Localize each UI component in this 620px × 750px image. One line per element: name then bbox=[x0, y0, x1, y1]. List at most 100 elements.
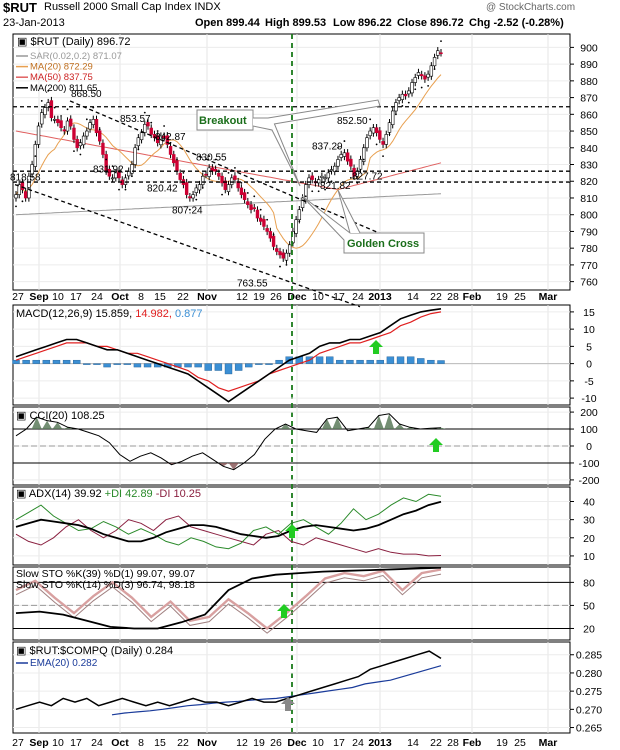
price-annotation: 821.82 bbox=[320, 181, 351, 192]
sar-dot bbox=[324, 188, 326, 191]
candle-body bbox=[226, 184, 231, 192]
x-axis-top-tick-label: 19 bbox=[496, 291, 508, 303]
sar-dot bbox=[349, 176, 352, 179]
candle-body bbox=[188, 196, 192, 199]
macd-histogram-bar bbox=[204, 363, 212, 371]
candle-body bbox=[268, 231, 273, 239]
x-axis-bottom-tick-label: 24 bbox=[352, 737, 364, 749]
plus-di-line bbox=[15, 493, 442, 550]
x-axis-top-tick-label: 8 bbox=[138, 291, 144, 303]
y-tick-label: 790 bbox=[580, 226, 598, 238]
candle-body bbox=[333, 165, 337, 172]
y-tick-label: 0.275 bbox=[576, 686, 602, 698]
candle-body bbox=[165, 135, 170, 145]
ema20-line bbox=[111, 665, 442, 716]
x-axis-bottom-tick-label: 24 bbox=[91, 737, 103, 749]
sar-dot bbox=[388, 133, 391, 136]
sar-dot bbox=[143, 111, 146, 114]
x-axis-top-tick-label: 17 bbox=[333, 291, 345, 303]
candle-body bbox=[416, 72, 421, 76]
candle-body bbox=[213, 168, 218, 172]
macd-histogram-bar bbox=[406, 356, 415, 364]
candle-body bbox=[155, 135, 160, 144]
candle-body bbox=[275, 248, 279, 252]
candle-body bbox=[233, 175, 237, 180]
x-axis-top-tick-label: Nov bbox=[197, 291, 217, 303]
sar-dot bbox=[407, 101, 410, 104]
y-tick-label: 0.280 bbox=[576, 668, 602, 680]
x-axis-bottom-tick-label: 12 bbox=[236, 737, 248, 749]
sar-dot bbox=[182, 171, 185, 174]
y-tick-label: 200 bbox=[580, 407, 598, 419]
macd-histogram-bar bbox=[73, 359, 81, 364]
y-tick-label: 850 bbox=[580, 126, 598, 138]
sar-dot bbox=[21, 200, 24, 203]
candle-body bbox=[323, 177, 327, 180]
macd-histogram-bar bbox=[325, 356, 334, 364]
candle-body bbox=[255, 209, 260, 219]
sar-dot bbox=[214, 158, 217, 161]
y-tick-label: 880 bbox=[580, 76, 598, 88]
candle-body bbox=[146, 122, 150, 127]
x-axis-top-tick-label: 15 bbox=[154, 291, 166, 303]
sar-dot bbox=[362, 158, 365, 161]
price-annotation: 831.92 bbox=[93, 164, 124, 175]
ratio-title: ▣ $RUT:$COMPQ (Daily) 0.284 bbox=[16, 645, 173, 657]
sar-dot bbox=[188, 208, 191, 211]
price-annotation: 852.50 bbox=[337, 116, 368, 127]
index-name: Russell 2000 Small Cap Index INDX bbox=[44, 1, 221, 13]
candle-body bbox=[429, 65, 434, 77]
legend-entry: MA(20) 872.29 bbox=[30, 62, 93, 73]
x-axis-top-tick-label: 24 bbox=[91, 291, 103, 303]
x-axis-bottom-tick-label: Sep bbox=[29, 737, 48, 749]
x-axis-bottom-tick-label: 8 bbox=[138, 737, 144, 749]
sar-dot bbox=[176, 158, 178, 161]
sar-dot bbox=[79, 153, 82, 156]
candle-body bbox=[352, 167, 356, 177]
close-value: Close 896.72 bbox=[397, 17, 464, 29]
sar-dot bbox=[382, 155, 384, 158]
candle-body bbox=[130, 164, 134, 174]
candle-body bbox=[258, 217, 263, 222]
x-axis-bottom-tick-label: 28 bbox=[447, 737, 459, 749]
x-axis-top-tick-label: 12 bbox=[236, 291, 248, 303]
candle-body bbox=[168, 146, 173, 155]
candle-body bbox=[40, 112, 44, 125]
adx-line bbox=[15, 500, 442, 543]
candle-body bbox=[300, 197, 305, 208]
sar-dot bbox=[131, 175, 133, 178]
candle-body bbox=[242, 192, 247, 200]
x-axis-bottom-tick-label: 19 bbox=[496, 737, 508, 749]
candle-body bbox=[374, 127, 379, 134]
candle-body bbox=[49, 100, 54, 118]
candle-body bbox=[252, 207, 256, 209]
sar-dot bbox=[66, 108, 69, 111]
x-axis-top-tick-label: Mar bbox=[539, 291, 558, 303]
macd-histogram-bar bbox=[123, 363, 132, 365]
sar-dot bbox=[375, 143, 378, 146]
y-tick-label: 15 bbox=[583, 307, 595, 319]
candle-body bbox=[358, 159, 363, 170]
candle-body bbox=[114, 172, 118, 179]
x-axis-bottom-tick-label: 27 bbox=[12, 737, 24, 749]
candle-body bbox=[17, 184, 21, 195]
candle-body bbox=[20, 182, 25, 190]
candle-body bbox=[101, 142, 105, 155]
candle-body bbox=[136, 137, 141, 147]
sar-dot bbox=[298, 220, 301, 223]
x-axis-bottom-tick-label: 22 bbox=[177, 737, 189, 749]
x-axis-bottom-tick-label: 10 bbox=[52, 737, 64, 749]
macd-histogram-bar bbox=[366, 359, 374, 364]
breakout-label: Breakout bbox=[199, 115, 247, 127]
golden-cross-pointer-2 bbox=[337, 189, 361, 234]
high-value: High 899.53 bbox=[265, 17, 327, 29]
candle-body bbox=[365, 137, 369, 149]
y-tick-label: 0.270 bbox=[576, 704, 602, 716]
y-tick-label: 5 bbox=[586, 341, 592, 353]
y-tick-label: 800 bbox=[580, 210, 598, 222]
candle-body bbox=[30, 164, 34, 175]
candle-body bbox=[262, 219, 266, 227]
price-annotation: 818.58 bbox=[10, 173, 41, 184]
price-annotation: 842.87 bbox=[155, 132, 186, 143]
x-axis-bottom-tick-label: 17 bbox=[70, 737, 82, 749]
